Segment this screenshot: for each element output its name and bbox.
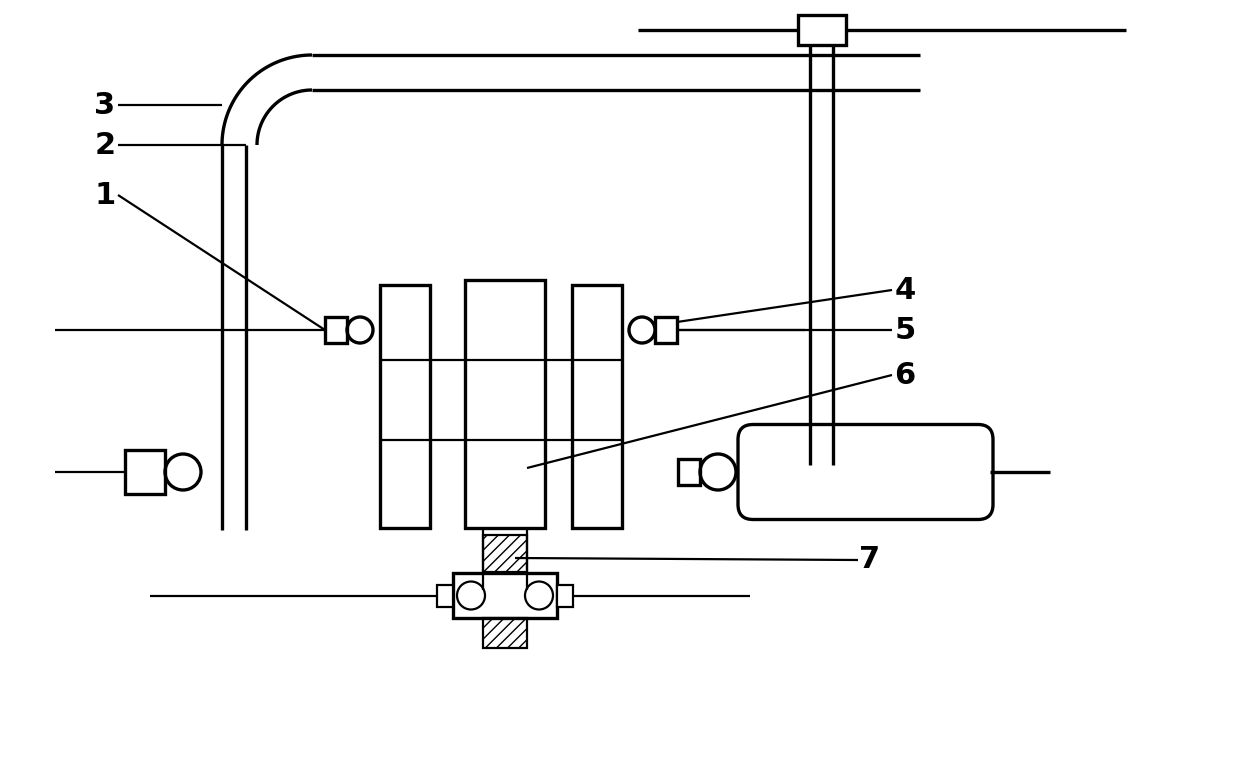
Bar	[678, 459, 701, 485]
Bar	[125, 450, 165, 494]
Text: 6: 6	[894, 361, 915, 390]
Bar	[484, 535, 527, 572]
Text: 5: 5	[894, 315, 915, 344]
Bar	[572, 285, 622, 528]
Bar	[484, 618, 527, 648]
FancyBboxPatch shape	[738, 424, 993, 520]
Bar	[655, 317, 677, 343]
Bar	[797, 15, 846, 45]
Bar	[557, 585, 573, 607]
Text: 2: 2	[94, 130, 115, 159]
Text: 4: 4	[894, 275, 915, 304]
Bar	[379, 285, 430, 528]
Text: 3: 3	[94, 90, 115, 119]
Text: 1: 1	[94, 180, 115, 209]
Bar	[436, 585, 453, 607]
Text: 7: 7	[859, 546, 880, 575]
Bar	[453, 573, 557, 618]
Bar	[325, 317, 347, 343]
Bar	[465, 280, 546, 528]
